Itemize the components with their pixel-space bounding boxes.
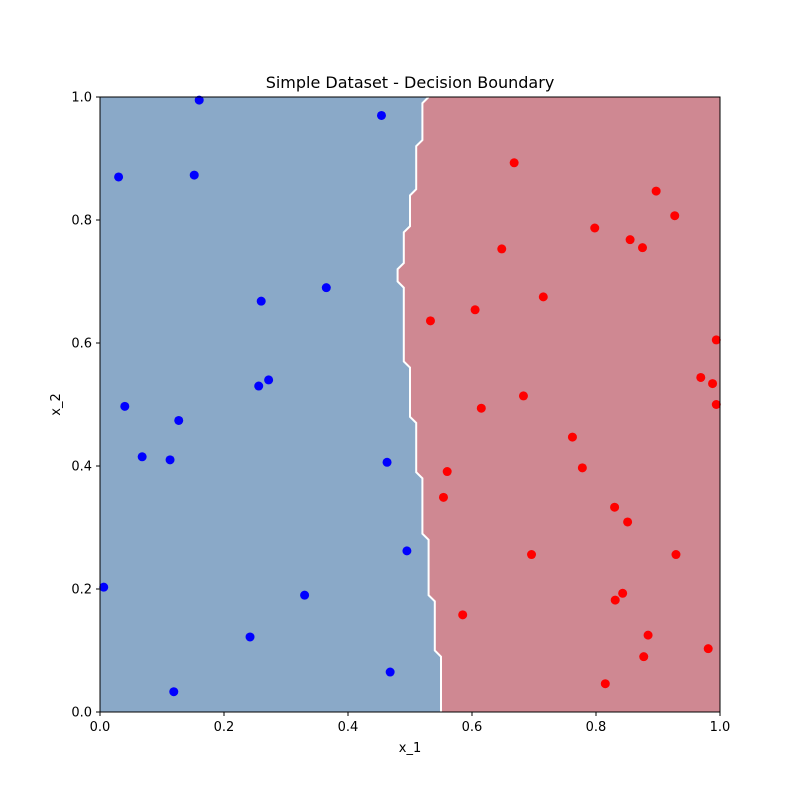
class-1-point	[497, 244, 507, 254]
class-0-point	[382, 457, 392, 467]
class-0-point	[245, 632, 255, 642]
class-0-point	[99, 582, 109, 592]
class-0-point	[174, 415, 184, 425]
class-1-point	[639, 652, 649, 662]
x-tick-label: 0.4	[338, 720, 359, 735]
class-1-point	[567, 432, 577, 442]
class-1-point	[623, 517, 633, 527]
class-0-point	[321, 283, 331, 293]
class-1-point	[438, 492, 448, 502]
data-points	[99, 95, 721, 697]
x-tick-label: 0.2	[214, 720, 235, 735]
class-1-point	[638, 243, 647, 253]
y-tick-label: 0.6	[71, 337, 92, 352]
y-axis-label: x_2	[49, 393, 64, 415]
class-1-point	[708, 379, 718, 389]
class-0-point	[114, 172, 124, 182]
class-1-point	[643, 630, 653, 640]
class-1-point	[600, 679, 610, 689]
class-1-point	[476, 403, 486, 413]
class-1-point	[703, 644, 713, 654]
class-0-point	[194, 95, 204, 105]
x-tick-label: 0.8	[586, 720, 607, 735]
class-1-point	[610, 502, 620, 512]
y-tick-label: 0.8	[71, 214, 92, 229]
class-0-point	[300, 590, 310, 600]
class-1-point	[527, 550, 537, 560]
class-0-point	[120, 401, 130, 411]
class-0-region	[100, 97, 441, 712]
class-1-point	[577, 463, 587, 473]
plot-frame	[99, 96, 721, 713]
class-1-point	[711, 335, 721, 345]
class-0-point	[385, 667, 395, 677]
x-tick-label: 0.6	[462, 720, 483, 735]
class-1-point	[670, 211, 680, 221]
class-0-point	[256, 296, 266, 306]
class-1-point	[590, 223, 600, 233]
class-0-point	[254, 381, 264, 391]
chart-title: Simple Dataset - Decision Boundary	[266, 73, 555, 92]
class-1-point	[651, 186, 661, 196]
class-0-point	[402, 546, 412, 556]
decision-boundary-line	[396, 96, 442, 712]
y-tick-label: 0.0	[71, 706, 92, 721]
class-1-point	[509, 158, 519, 168]
x-axis-label: x_1	[399, 741, 421, 756]
y-axis-ticks: 0.0 0.2 0.4 0.6 0.8 1.0	[71, 91, 100, 721]
class-0-point	[169, 687, 179, 697]
class-1-point	[470, 305, 480, 315]
decision-regions	[100, 96, 720, 712]
x-axis-ticks: 0.0 0.2 0.4 0.6 0.8 1.0	[90, 712, 731, 735]
x-tick-label: 1.0	[710, 720, 731, 735]
class-0-point	[189, 170, 199, 180]
class-1-point	[538, 292, 548, 302]
class-1-point	[458, 610, 468, 620]
class-1-point	[618, 588, 628, 598]
class-1-point	[625, 235, 635, 245]
class-1-point	[696, 372, 706, 382]
class-1-point	[610, 595, 620, 605]
class-0-point	[137, 452, 147, 462]
class-1-point	[442, 467, 452, 477]
class-1-point	[518, 391, 528, 401]
y-tick-label: 0.4	[71, 460, 92, 475]
class-0-point	[165, 455, 175, 465]
class-1-point	[425, 316, 435, 326]
y-tick-label: 0.2	[71, 583, 92, 598]
y-tick-label: 1.0	[71, 91, 92, 106]
x-tick-label: 0.0	[90, 720, 111, 735]
class-1-point	[711, 400, 721, 409]
class-1-point	[671, 550, 681, 560]
class-1-region	[397, 97, 720, 712]
class-0-point	[264, 375, 274, 385]
class-0-point	[376, 110, 386, 120]
